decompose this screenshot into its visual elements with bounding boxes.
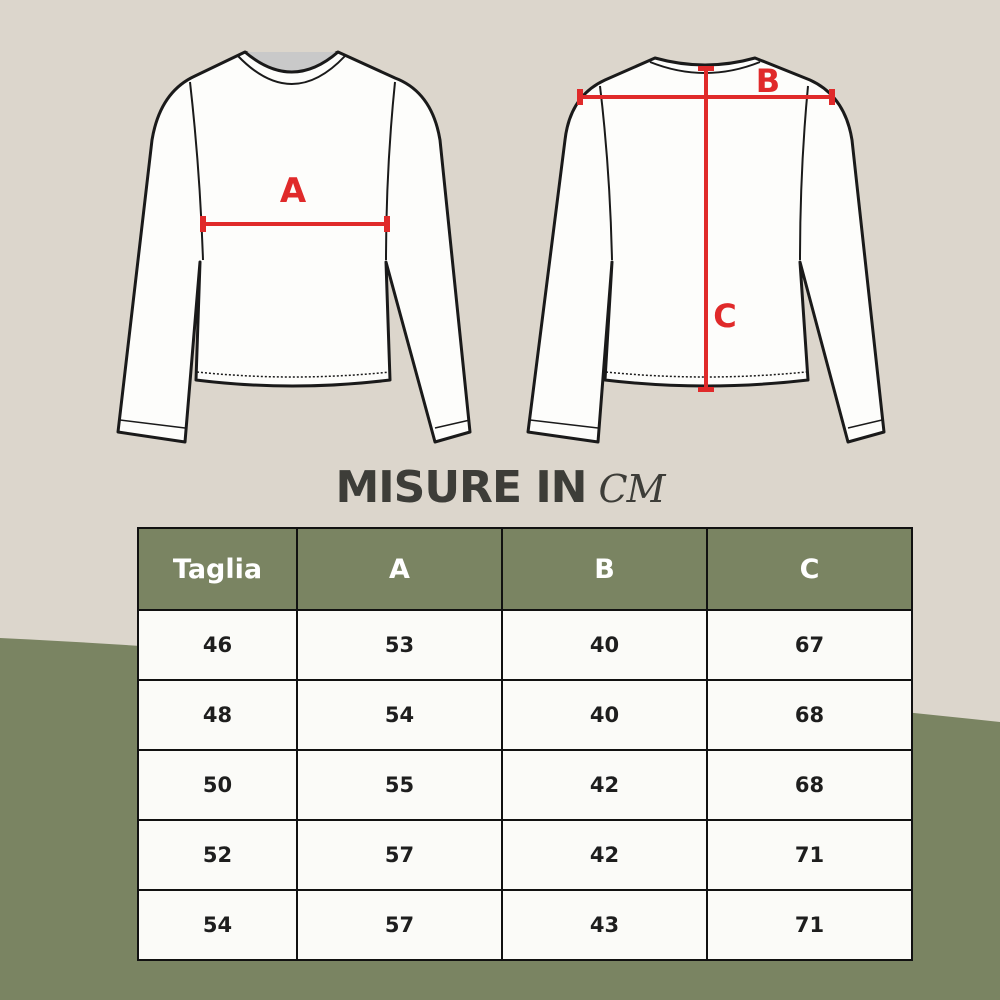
- title-main: MISURE IN: [335, 462, 587, 513]
- table-cell: 67: [706, 609, 913, 681]
- table-row: 46 53 40 67: [137, 609, 913, 681]
- table-cell: 71: [706, 819, 913, 891]
- table-cell: 68: [706, 679, 913, 751]
- table-cell: 57: [296, 889, 503, 961]
- table-cell: 50: [137, 749, 298, 821]
- table-cell: 54: [296, 679, 503, 751]
- table-row: 50 55 42 68: [137, 749, 913, 821]
- table-cell: 42: [501, 819, 708, 891]
- label-a: A: [280, 171, 307, 211]
- header-c: C: [706, 527, 913, 611]
- table-cell: 68: [706, 749, 913, 821]
- table-cell: 71: [706, 889, 913, 961]
- header-taglia: Taglia: [137, 527, 298, 611]
- front-shirt: [116, 50, 472, 444]
- back-measure-c: C: [698, 66, 737, 392]
- table-cell: 42: [501, 749, 708, 821]
- table-row: 52 57 42 71: [137, 819, 913, 891]
- garment-diagram: A B C: [116, 50, 886, 444]
- front-measure-a: A: [200, 171, 390, 232]
- table-cell: 40: [501, 679, 708, 751]
- table-cell: 43: [501, 889, 708, 961]
- header-a: A: [296, 527, 503, 611]
- chart-title: MISURE IN CM: [0, 462, 1000, 513]
- table-row: 48 54 40 68: [137, 679, 913, 751]
- size-table: Taglia A B C 46 53 40 67 48 54 40 68 50 55 42 68 52 5…: [137, 527, 913, 961]
- table-header-row: Taglia A B C: [137, 527, 913, 611]
- table-row: 54 57 43 71: [137, 889, 913, 961]
- table-cell: 46: [137, 609, 298, 681]
- table-cell: 40: [501, 609, 708, 681]
- table-cell: 53: [296, 609, 503, 681]
- title-unit: CM: [598, 467, 666, 511]
- table-cell: 55: [296, 749, 503, 821]
- table-cell: 48: [137, 679, 298, 751]
- table-cell: 52: [137, 819, 298, 891]
- label-c: C: [713, 297, 736, 335]
- table-cell: 57: [296, 819, 503, 891]
- label-b: B: [756, 62, 780, 100]
- header-b: B: [501, 527, 708, 611]
- table-cell: 54: [137, 889, 298, 961]
